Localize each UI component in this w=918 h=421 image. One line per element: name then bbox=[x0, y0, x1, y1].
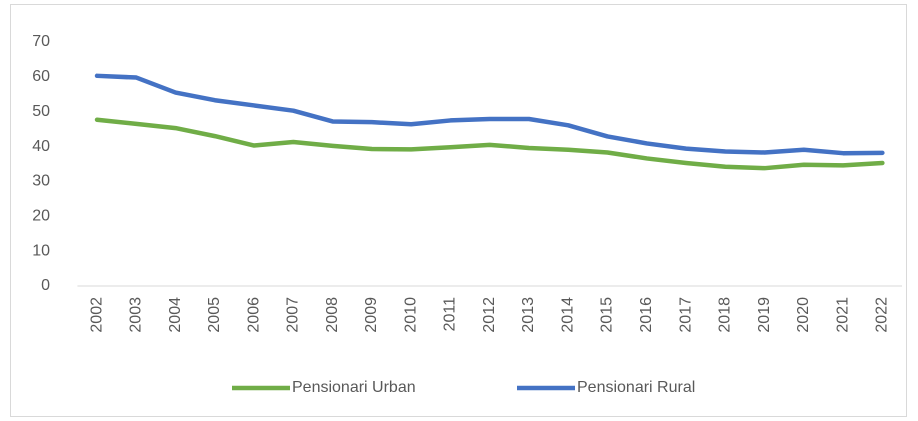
y-tick-label: 30 bbox=[32, 173, 50, 190]
x-tick-label: 2011 bbox=[442, 297, 459, 332]
x-tick-label: 2018 bbox=[717, 297, 734, 333]
y-tick-label: 60 bbox=[32, 68, 50, 85]
y-tick-label: 50 bbox=[32, 103, 50, 120]
x-tick-label: 2017 bbox=[677, 297, 694, 333]
x-tick-label: 2016 bbox=[638, 297, 655, 333]
x-tick-label: 2002 bbox=[88, 297, 105, 333]
x-tick-label: 2008 bbox=[324, 297, 341, 333]
x-tick-label: 2020 bbox=[795, 297, 812, 333]
chart-border bbox=[10, 4, 907, 417]
x-tick-label: 2015 bbox=[599, 297, 616, 333]
x-tick-label: 2005 bbox=[206, 297, 223, 333]
x-tick-label: 2004 bbox=[167, 297, 184, 333]
x-tick-label: 2007 bbox=[285, 297, 302, 333]
series-line bbox=[94, 73, 885, 156]
x-tick-label: 2014 bbox=[559, 297, 576, 333]
legend-label: Pensionari Rural bbox=[577, 379, 695, 396]
x-tick-label: 2012 bbox=[481, 297, 498, 333]
y-tick-label: 0 bbox=[41, 277, 50, 294]
series-line bbox=[94, 117, 885, 171]
legend-label: Pensionari Urban bbox=[292, 379, 416, 396]
x-tick-label: 2013 bbox=[520, 297, 537, 333]
x-tick-label: 2003 bbox=[128, 297, 145, 333]
x-tick-label: 2019 bbox=[756, 297, 773, 333]
x-tick-label: 2021 bbox=[834, 297, 851, 333]
x-tick-label: 2006 bbox=[245, 297, 262, 333]
x-tick-label: 2010 bbox=[402, 297, 419, 333]
y-tick-label: 10 bbox=[32, 242, 50, 259]
y-tick-label: 20 bbox=[32, 208, 50, 225]
x-tick-label: 2009 bbox=[363, 297, 380, 333]
y-tick-label: 40 bbox=[32, 138, 50, 155]
y-tick-label: 70 bbox=[32, 33, 50, 50]
x-tick-label: 2022 bbox=[874, 297, 891, 333]
